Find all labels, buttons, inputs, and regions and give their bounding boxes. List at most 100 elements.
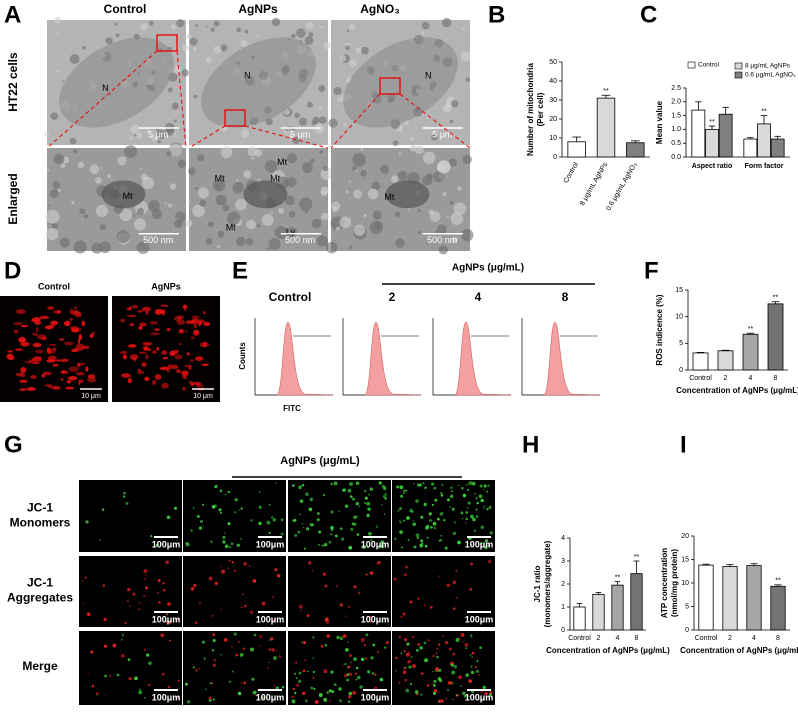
- signal: [302, 691, 306, 696]
- signal: [166, 613, 169, 616]
- axis-label: FITC: [283, 404, 301, 413]
- texture: [114, 22, 118, 26]
- texture: [438, 245, 448, 255]
- texture: [322, 166, 329, 172]
- signal: [335, 584, 338, 587]
- signal: [141, 306, 151, 312]
- texture: [240, 129, 250, 138]
- fluorescence-image: [183, 480, 286, 552]
- signal: [474, 665, 478, 669]
- signal: [469, 514, 474, 519]
- signal: [256, 541, 258, 544]
- texture: [73, 240, 87, 254]
- signal: [461, 517, 464, 520]
- mitochondrion: [385, 180, 430, 209]
- signal: [412, 635, 415, 639]
- zoom-box: [379, 77, 401, 95]
- signal: [424, 658, 429, 663]
- row-header: Enlarged: [6, 173, 20, 224]
- signal: [192, 507, 195, 509]
- signal: [441, 484, 444, 486]
- column-header: 8: [562, 290, 569, 304]
- texture: [185, 220, 193, 227]
- texture: [351, 165, 358, 172]
- column-header: 2: [389, 290, 396, 304]
- signal: [342, 634, 347, 639]
- texture: [119, 208, 133, 222]
- signal: [276, 649, 278, 652]
- scale-label: 100μm: [465, 539, 494, 549]
- texture: [205, 57, 212, 64]
- signal: [232, 671, 235, 673]
- texture: [199, 199, 207, 207]
- signal: [143, 569, 148, 573]
- texture: [426, 242, 429, 245]
- texture: [116, 230, 130, 244]
- texture: [278, 207, 285, 214]
- texture: [240, 40, 248, 47]
- signal: [208, 696, 212, 700]
- signal: [402, 612, 406, 616]
- signal: [296, 684, 299, 687]
- signal: [250, 519, 253, 522]
- bar: [767, 303, 784, 371]
- texture: [156, 128, 159, 132]
- signal: [434, 527, 436, 530]
- signal: [324, 643, 328, 647]
- signal: [238, 509, 240, 511]
- signal: [251, 677, 255, 681]
- texture: [235, 198, 247, 211]
- scale-label: 500 nm: [143, 235, 173, 245]
- signal: [406, 516, 410, 520]
- legend-label: Control: [698, 62, 720, 69]
- signal: [211, 614, 214, 617]
- bar: [757, 123, 771, 158]
- texture: [442, 192, 447, 196]
- texture: [193, 47, 197, 51]
- texture: [95, 204, 108, 217]
- x-tick-label: Control: [568, 635, 591, 642]
- signal: [300, 484, 303, 487]
- signal: [470, 670, 475, 675]
- texture: [170, 24, 176, 30]
- signal: [436, 517, 440, 521]
- texture: [44, 132, 50, 138]
- signal: [312, 636, 315, 639]
- signal: [402, 670, 407, 675]
- signal: [132, 356, 137, 362]
- signal: [323, 697, 328, 702]
- histogram: [454, 321, 512, 396]
- signal: [449, 494, 454, 499]
- scale-label: 10 μm: [193, 393, 213, 400]
- signal: [298, 671, 302, 675]
- texture: [77, 161, 85, 169]
- signal: [396, 485, 400, 489]
- signal: [145, 354, 149, 360]
- y-axis-label: Number of mitochondria: [526, 63, 535, 156]
- legend-label: 0.6 μg/mL AgNO₃: [745, 72, 796, 79]
- signal: [486, 507, 489, 511]
- signal: [420, 545, 422, 547]
- signal: [167, 685, 171, 689]
- signal: [243, 604, 247, 608]
- signal: [445, 676, 448, 679]
- signal: [470, 543, 473, 546]
- texture: [205, 238, 213, 245]
- texture: [216, 244, 220, 249]
- texture: [99, 241, 111, 254]
- signal: [487, 484, 490, 487]
- texture: [431, 134, 438, 141]
- signal: [405, 688, 410, 693]
- signal: [404, 638, 408, 642]
- signal: [44, 325, 54, 330]
- column-header: Control: [38, 281, 70, 291]
- x-tick-label: 4: [749, 375, 753, 382]
- signal: [471, 637, 473, 639]
- texture: [380, 164, 389, 174]
- signal: [228, 559, 231, 562]
- texture: [136, 241, 150, 255]
- signal: [176, 319, 186, 325]
- signal: [202, 341, 207, 348]
- signal: [440, 534, 443, 537]
- signal: [160, 304, 169, 307]
